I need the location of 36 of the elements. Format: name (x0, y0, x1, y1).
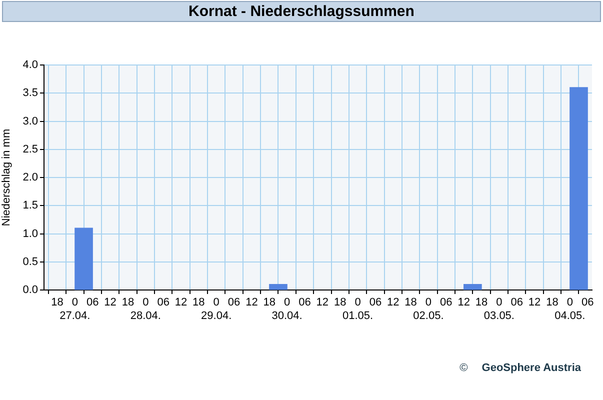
x-tick-label: 12 (104, 296, 116, 309)
x-tick-label: 18 (192, 296, 205, 309)
y-tick-label: 3.0 (22, 115, 38, 128)
y-tick-label: 1.0 (22, 228, 38, 240)
x-tick-label: 06 (86, 296, 99, 309)
x-tick-label: 06 (581, 296, 594, 309)
x-tick-label: 18 (122, 296, 134, 309)
x-tick-label: 12 (458, 296, 470, 309)
x-tick-label: 06 (440, 296, 452, 309)
x-tick-label: 12 (246, 296, 258, 309)
y-tick-label: 2.0 (22, 172, 38, 184)
chart-title: Kornat - Niederschlagssummen (2, 1, 601, 22)
x-tick-label: 06 (228, 296, 240, 309)
text: © (460, 362, 468, 374)
y-axis-title: Niederschlag in mm (0, 128, 13, 226)
x-tick-label: 06 (157, 296, 170, 309)
x-tick-label: 12 (528, 296, 541, 309)
y-tick-label: 1.5 (22, 200, 38, 212)
x-tick-label: 12 (387, 296, 400, 309)
x-tick-label: 18 (546, 296, 558, 309)
x-tick-label: 18 (475, 296, 488, 309)
x-tick-label: 06 (510, 296, 523, 309)
y-tick-label: 0.5 (22, 256, 38, 268)
y-tick-label: 3.5 (22, 87, 38, 100)
x-tick-label: 12 (174, 296, 188, 309)
x-tick-label: 06 (298, 296, 311, 309)
x-tick-label: 18 (51, 296, 64, 309)
x-tick-label: 06 (369, 296, 382, 309)
x-tick-label: 12 (316, 296, 329, 309)
y-tick-label: 4.0 (22, 59, 38, 72)
x-tick-label: 18 (404, 296, 417, 309)
y-tick-label: 2.5 (22, 143, 38, 156)
text: GeoSphere Austria (482, 362, 581, 374)
x-tick-label: 18 (334, 296, 346, 309)
x-tick-label: 18 (263, 296, 276, 309)
y-tick-label: 0.0 (22, 284, 38, 296)
